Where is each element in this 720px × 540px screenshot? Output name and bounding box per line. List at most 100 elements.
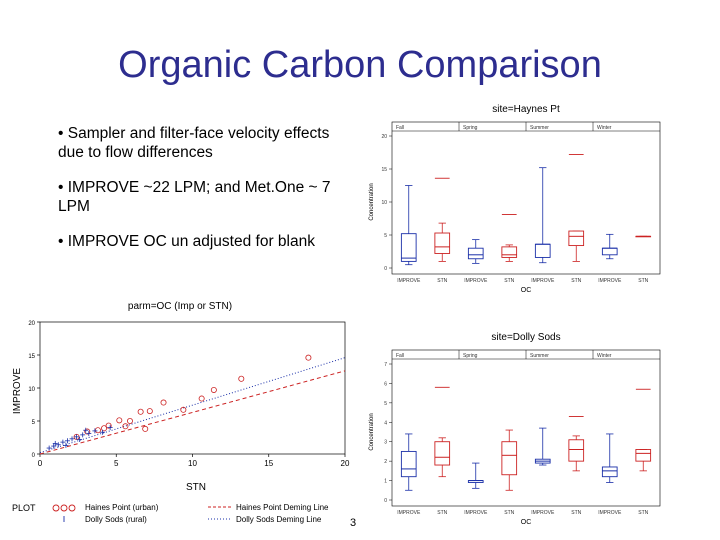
box — [635, 235, 652, 238]
legend-haines-label: Haines Point (urban) — [85, 503, 159, 512]
scatter-point — [210, 386, 217, 393]
category-label: IMPROVE — [531, 278, 555, 284]
season-label: Summer — [530, 125, 549, 131]
season-label: Winter — [597, 353, 612, 359]
scatter-point — [51, 443, 57, 449]
bullet-list: • Sampler and filter-face velocity effec… — [58, 124, 358, 267]
season-label: Fall — [396, 353, 404, 359]
y-tick-label: 10 — [381, 200, 387, 206]
legend-dolly-label: Dolly Sods (rural) — [85, 515, 147, 524]
season-label: Winter — [597, 125, 612, 131]
boxplot-xlabel: OC — [521, 519, 532, 526]
y-tick-label: 1 — [384, 479, 387, 485]
boxplot-xlabel: OC — [521, 287, 532, 294]
scatter-point — [100, 429, 106, 435]
x-tick-label: 10 — [188, 459, 197, 468]
category-label: STN — [638, 510, 648, 516]
category-label: STN — [437, 510, 447, 516]
scatter-point — [92, 428, 98, 434]
boxplot-title: site=Haynes Pt — [492, 104, 560, 115]
y-tick-label: 6 — [384, 381, 387, 387]
y-tick-label: 5 — [32, 420, 36, 426]
scatter-point — [105, 422, 112, 429]
scatter-point — [60, 439, 66, 445]
legend-dolly-fit-label: Dolly Sods Deming Line — [236, 515, 322, 524]
scatter-point — [94, 427, 101, 434]
boxplot-ylabel: Concentration — [369, 183, 375, 220]
legend-plot-label: PLOT — [12, 503, 36, 513]
scatter-point — [80, 432, 86, 438]
category-label: IMPROVE — [531, 510, 555, 516]
scatter-point — [63, 442, 69, 448]
scatter-title: parm=OC (Imp or STN) — [128, 301, 232, 312]
bullet-flow-rates: • IMPROVE ~22 LPM; and Met.One ~ 7 LPM — [58, 179, 331, 215]
y-tick-label: 10 — [28, 387, 35, 393]
y-tick-label: 5 — [384, 233, 387, 239]
scatter-chart: parm=OC (Imp or STN) IMPROVE STN 0 5 10 15 2… — [12, 301, 350, 524]
scatter-point — [55, 442, 61, 448]
category-label: STN — [571, 278, 581, 284]
fit-line — [39, 370, 346, 455]
scatter-point — [74, 434, 80, 440]
box — [601, 433, 618, 483]
y-tick-label: 2 — [384, 459, 387, 465]
box — [467, 239, 484, 264]
box — [534, 427, 551, 466]
box — [434, 437, 451, 478]
scatter-point — [77, 436, 83, 442]
category-label: IMPROVE — [397, 510, 421, 516]
box — [400, 185, 417, 266]
boxplot-frame — [391, 349, 661, 507]
category-label: STN — [638, 278, 648, 284]
scatter-frame — [39, 321, 346, 455]
boxplot-haynes-pt: site=Haynes Pt Fall Spring Summer Winter 0 5 10… — [369, 104, 661, 294]
box — [400, 433, 417, 491]
x-tick-label: 15 — [264, 459, 273, 468]
scatter-point — [69, 436, 75, 442]
season-label: Fall — [396, 125, 404, 131]
scatter-point — [52, 440, 58, 446]
season-label: Spring — [463, 353, 478, 359]
y-tick-label: 3 — [384, 440, 387, 446]
category-label: STN — [504, 278, 514, 284]
scatter-point — [107, 425, 113, 431]
box — [635, 449, 652, 472]
y-tick-label: 0 — [384, 498, 387, 504]
y-tick-label: 20 — [381, 134, 387, 140]
scatter-point — [116, 417, 123, 424]
y-tick-label: 15 — [28, 354, 35, 360]
category-label: IMPROVE — [598, 278, 622, 284]
box — [568, 435, 585, 472]
legend-haines-fit-label: Haines Point Deming Line — [236, 503, 329, 512]
slide-title: Organic Carbon Comparison — [118, 44, 602, 86]
scatter-plot-area: 0 5 10 15 20 0 5 10 15 20 — [28, 321, 350, 468]
scatter-point — [146, 408, 153, 415]
season-label: Spring — [463, 125, 478, 131]
category-label: IMPROVE — [464, 278, 488, 284]
scatter-point — [238, 375, 245, 382]
scatter-point — [122, 423, 129, 430]
y-tick-label: 7 — [384, 362, 387, 368]
boxplot-title: site=Dolly Sods — [491, 332, 560, 343]
category-label: IMPROVE — [397, 278, 421, 284]
x-tick-label: 5 — [114, 459, 119, 468]
y-tick-label: 4 — [384, 420, 387, 426]
scatter-xlabel: STN — [186, 482, 206, 493]
x-tick-label: 0 — [38, 459, 43, 468]
scatter-ylabel: IMPROVE — [12, 368, 23, 414]
scatter-point — [137, 408, 144, 415]
y-tick-label: 0 — [32, 453, 36, 459]
category-label: STN — [504, 510, 514, 516]
y-tick-label: 20 — [28, 321, 35, 327]
category-label: STN — [437, 278, 447, 284]
scatter-point — [86, 431, 92, 437]
bullet-blank: • IMPROVE OC un adjusted for blank — [58, 233, 315, 250]
scatter-point — [305, 354, 312, 361]
bullet-velocity: • Sampler and filter-face velocity effec… — [58, 125, 330, 161]
box — [434, 222, 451, 262]
y-tick-label: 15 — [381, 167, 387, 173]
box — [501, 244, 518, 262]
boxplot-ylabel: Concentration — [369, 413, 375, 450]
y-tick-label: 0 — [384, 266, 387, 272]
category-label: STN — [571, 510, 581, 516]
